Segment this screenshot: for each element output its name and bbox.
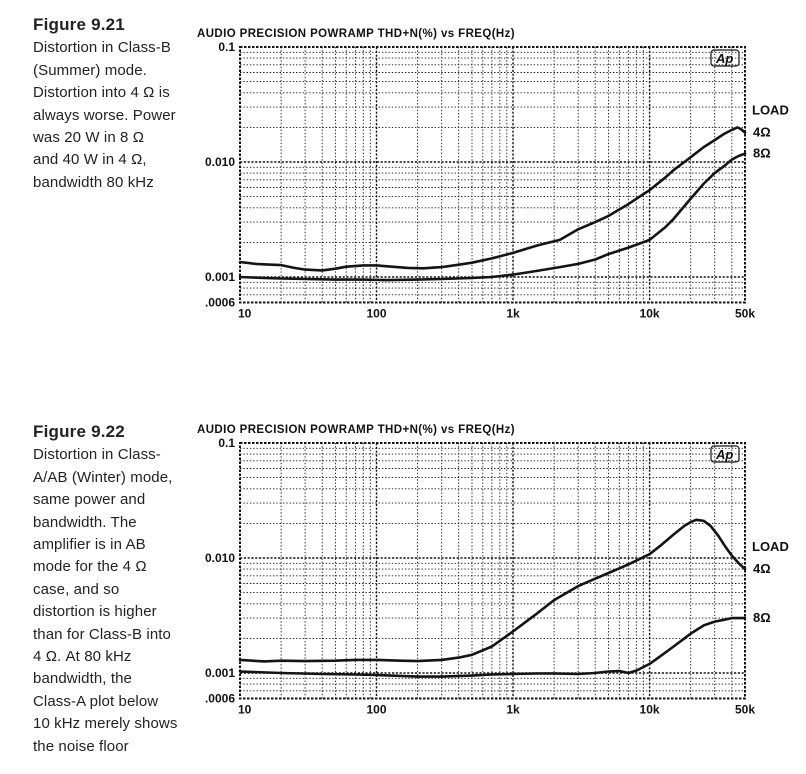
caption-line: distortion is higher [33, 603, 157, 621]
figure-caption-lines: Distortion in Class-B (Summer) mode. Disto… [33, 37, 201, 194]
ap-plot: AUDIO PRECISION POWRAMP THD+N(%) vs FREQ… [197, 28, 789, 321]
caption-line: always worse. Power [33, 106, 176, 124]
series-curve-8Ω [238, 152, 747, 282]
figure-9-22-caption: Figure 9.22 Distortion in Class- A/AB (Wi… [33, 421, 201, 758]
series-curve-4Ω [238, 126, 747, 272]
y-tick-label: 0.1 [218, 40, 235, 54]
caption-line: Distortion in Class-B [33, 39, 171, 57]
y-tick-label: 0.010 [205, 551, 235, 565]
series-label-4Ω: 4Ω [753, 561, 771, 576]
caption-line: 10 kHz merely shows [33, 715, 178, 733]
caption-line: mode for the 4 Ω [33, 558, 147, 576]
plot-frame [239, 46, 746, 304]
figure-label: Figure 9.21 [33, 15, 125, 34]
caption-line: was 20 W in 8 Ω [33, 129, 145, 147]
plot-frame [239, 442, 746, 700]
y-tick-label: .0006 [205, 692, 235, 706]
chart-title: AUDIO PRECISION POWRAMP THD+N(%) vs FREQ… [197, 28, 515, 40]
y-tick-label: .0006 [205, 296, 235, 310]
x-tick-label: 50k [735, 307, 755, 321]
thd-vs-freq-chart-class-b: AUDIO PRECISION POWRAMP THD+N(%) vs FREQ… [197, 24, 806, 324]
legend-title: LOAD [752, 539, 789, 554]
legend-title: LOAD [752, 103, 789, 118]
audio-precision-logo: Ap [710, 49, 740, 67]
ap-plot: AUDIO PRECISION POWRAMP THD+N(%) vs FREQ… [197, 424, 789, 717]
series-label-8Ω: 8Ω [753, 146, 771, 161]
caption-line: bandwidth. The [33, 513, 137, 531]
audio-precision-logo: Ap [710, 445, 740, 463]
y-tick-label: 0.001 [205, 666, 235, 680]
figure-label: Figure 9.22 [33, 422, 125, 441]
caption-line: Distortion into 4 Ω is [33, 84, 170, 102]
series-curve-8Ω [238, 616, 747, 678]
x-tick-label: 50k [735, 703, 755, 717]
x-tick-label: 10k [640, 307, 660, 321]
caption-line: the noise floor [33, 737, 129, 755]
logo-text: Ap [715, 447, 733, 462]
logo-text: Ap [715, 51, 733, 66]
x-tick-label: 100 [367, 307, 387, 321]
x-tick-label: 10 [238, 307, 252, 321]
caption-line: 4 Ω. At 80 kHz [33, 648, 132, 666]
y-tick-label: 0.010 [205, 155, 235, 169]
series-label-4Ω: 4Ω [753, 125, 771, 140]
figure-9-21-caption: Figure 9.21 Distortion in Class-B (Summer… [33, 14, 201, 194]
caption-line: same power and [33, 491, 146, 509]
thd-vs-freq-chart-class-a-ab: AUDIO PRECISION POWRAMP THD+N(%) vs FREQ… [197, 420, 806, 720]
caption-line: than for Class-B into [33, 625, 171, 643]
x-tick-label: 100 [367, 703, 387, 717]
caption-line: bandwidth, the [33, 670, 132, 688]
logo-box [710, 49, 740, 67]
chart-title: AUDIO PRECISION POWRAMP THD+N(%) vs FREQ… [197, 424, 515, 436]
caption-line: bandwidth 80 kHz [33, 173, 154, 191]
y-tick-label: 0.1 [218, 436, 235, 450]
series-curve-4Ω [238, 518, 747, 663]
caption-line: amplifier is in AB [33, 536, 146, 554]
x-tick-label: 1k [506, 307, 520, 321]
x-tick-label: 1k [506, 703, 520, 717]
logo-box [710, 445, 740, 463]
series-label-8Ω: 8Ω [753, 610, 771, 625]
x-tick-label: 10 [238, 703, 252, 717]
caption-line: (Summer) mode. [33, 61, 147, 79]
caption-line: and 40 W in 4 Ω, [33, 151, 147, 169]
caption-line: Class-A plot below [33, 692, 159, 710]
caption-line: Distortion in Class- [33, 446, 161, 464]
caption-line: A/AB (Winter) mode, [33, 468, 173, 486]
figure-caption-lines: Distortion in Class- A/AB (Winter) mode, s… [33, 444, 201, 758]
x-tick-label: 10k [640, 703, 660, 717]
caption-line: case, and so [33, 580, 120, 598]
y-tick-label: 0.001 [205, 270, 235, 284]
